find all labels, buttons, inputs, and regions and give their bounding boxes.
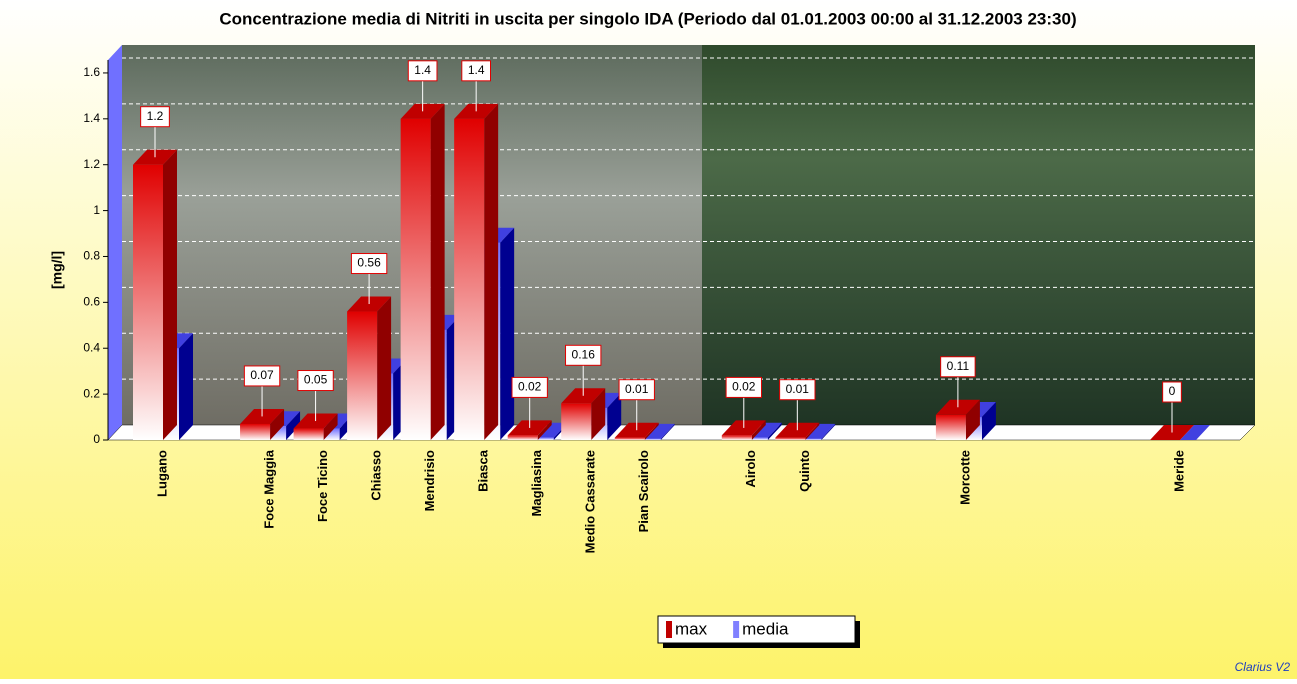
y-tick-label: 1	[93, 203, 100, 217]
value-label: 0.05	[304, 373, 328, 387]
y-tick-label: 1.6	[83, 65, 100, 79]
chart: Concentrazione media di Nitriti in uscit…	[0, 0, 1297, 679]
x-tick-label: Foce Maggia	[261, 449, 276, 529]
bar	[454, 104, 498, 440]
x-tick-label: Foce Ticino	[315, 450, 330, 522]
x-tick-label: Meride	[1171, 450, 1186, 492]
photo-right	[702, 45, 1255, 425]
bar-front	[752, 438, 768, 440]
bar-side	[500, 228, 514, 440]
value-label: 1.4	[414, 63, 431, 77]
bar-front	[240, 424, 270, 440]
legend: max media	[658, 616, 860, 648]
x-tick-label: Airolo	[743, 450, 758, 488]
y-tick-label: 0	[93, 432, 100, 446]
bar-front	[294, 429, 324, 440]
value-label: 0.16	[572, 347, 596, 361]
x-tick-label: Chiasso	[369, 450, 384, 501]
value-label: 0.02	[518, 380, 542, 394]
bar	[347, 297, 391, 440]
bar-front	[615, 438, 645, 440]
footer: Clarius V2	[1235, 660, 1291, 674]
legend-swatch	[666, 621, 672, 638]
x-tick-label: Morcotte	[957, 450, 972, 505]
bar-side	[377, 297, 391, 440]
legend-swatch	[733, 621, 739, 638]
y-tick-label: 0.8	[83, 249, 100, 263]
bar-front	[775, 438, 805, 440]
bar-front	[401, 119, 431, 440]
value-label: 0.11	[947, 359, 970, 373]
bar-front	[454, 119, 484, 440]
x-tick-label: Biasca	[476, 449, 491, 492]
y-tick-label: 1.2	[83, 157, 100, 171]
value-label: 1.4	[468, 63, 485, 77]
bar	[401, 104, 445, 440]
legend-label: max	[675, 619, 708, 638]
x-tick-label: Magliasina	[529, 449, 544, 516]
bar-front	[936, 415, 966, 440]
y-tick-label: 0.6	[83, 295, 100, 309]
bar-front	[133, 165, 163, 440]
bar-side	[431, 104, 445, 440]
value-label: 0.07	[250, 368, 274, 382]
y-tick-label: 1.4	[83, 111, 100, 125]
bar	[133, 150, 177, 440]
x-tick-label: Medio Cassarate	[583, 450, 598, 553]
value-label: 0.02	[732, 380, 756, 394]
y-tick-label: 0.2	[83, 386, 100, 400]
x-tick-label: Lugano	[154, 450, 169, 497]
legend-label: media	[742, 619, 789, 638]
bar-front	[645, 439, 661, 440]
chart-title: Concentrazione media di Nitriti in uscit…	[219, 9, 1076, 28]
value-label: 0	[1169, 384, 1176, 398]
bar-front	[805, 439, 821, 440]
value-label: 0.01	[625, 382, 649, 396]
x-tick-label: Mendrisio	[422, 450, 437, 511]
bar-side	[484, 104, 498, 440]
bar-front	[722, 435, 752, 440]
value-label: 0.56	[357, 256, 381, 270]
value-label: 1.2	[147, 109, 164, 123]
bar-side	[163, 150, 177, 440]
y-tick-label: 0.4	[83, 340, 100, 354]
bar-front	[538, 438, 554, 440]
bar-front	[508, 435, 538, 440]
bar-side	[179, 333, 193, 440]
x-tick-label: Quinto	[797, 450, 812, 492]
y-axis-label: [mg/l]	[49, 251, 65, 289]
value-label: 0.01	[786, 382, 810, 396]
bar-front	[347, 312, 377, 440]
x-tick-label: Pian Scairolo	[636, 450, 651, 532]
bar-front	[561, 403, 591, 440]
left-wall	[108, 45, 122, 440]
